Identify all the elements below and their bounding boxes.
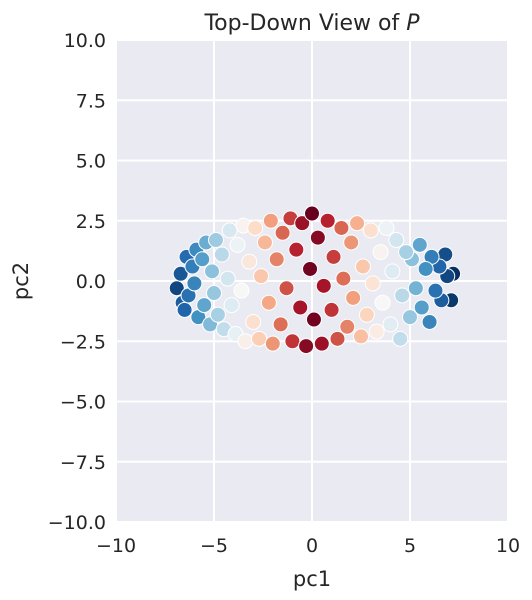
- y-tick-label: −5.0: [60, 392, 106, 414]
- scatter-point-73: [335, 270, 352, 287]
- y-tick-label: 2.5: [76, 211, 106, 233]
- scatter-point-61: [354, 258, 371, 275]
- scatter-point-74: [274, 224, 291, 241]
- scatter-point-63: [256, 234, 273, 251]
- scatter-point-70: [268, 251, 285, 268]
- scatter-point-5: [172, 265, 189, 282]
- scatter-point-71: [339, 318, 356, 335]
- scatter-point-30: [402, 309, 418, 326]
- scatter-point-88: [298, 338, 315, 355]
- scatter-point-84: [292, 299, 309, 316]
- scatter-point-56: [362, 222, 379, 239]
- y-tick-label: 5.0: [76, 151, 106, 173]
- scatter-point-33: [398, 244, 415, 261]
- scatter-point-58: [358, 306, 375, 323]
- scatter-point-38: [219, 270, 236, 287]
- scatter-point-40: [221, 222, 238, 239]
- scatter-point-31: [207, 232, 224, 249]
- scatter-point-37: [392, 330, 409, 347]
- y-tick-label: −10.0: [48, 512, 106, 534]
- scatter-point-46: [378, 219, 395, 236]
- scatter-point-53: [241, 253, 258, 270]
- scatter-point-19: [417, 260, 434, 277]
- y-tick-label: −7.5: [60, 452, 106, 474]
- scatter-point-12: [427, 282, 444, 299]
- scatter-point-39: [388, 232, 405, 249]
- y-tick-label: 10.0: [64, 30, 106, 52]
- scatter-point-32: [209, 306, 226, 323]
- scatter-point-62: [353, 328, 369, 345]
- x-axis-label: pc1: [293, 567, 331, 591]
- scatter-point-67: [345, 289, 362, 306]
- scatter-point-51: [237, 333, 254, 350]
- scatter-point-25: [407, 280, 424, 297]
- scatter-point-89: [309, 229, 326, 246]
- scatter-point-75: [333, 219, 350, 236]
- x-tick-label: −5: [200, 535, 228, 557]
- scatter-point-66: [262, 212, 279, 229]
- scatter-points: [168, 205, 462, 355]
- scatter-point-45: [229, 236, 246, 253]
- scatter-point-85: [315, 277, 332, 294]
- y-tick-label: 0.0: [76, 271, 106, 293]
- scatter-point-69: [343, 234, 360, 251]
- scatter-point-34: [213, 246, 230, 263]
- scatter-point-42: [384, 263, 401, 280]
- scatter-point-48: [374, 294, 391, 311]
- scatter-point-15: [186, 275, 203, 292]
- scatter-point-21: [413, 299, 430, 316]
- scatter-point-77: [329, 330, 346, 347]
- scatter-point-86: [294, 215, 311, 232]
- scatter-point-20: [194, 251, 211, 268]
- scatter-point-29: [206, 285, 222, 302]
- scatter-point-76: [278, 280, 295, 297]
- x-tick-labels: −10 −5 0 5 10: [96, 535, 520, 557]
- scatter-point-35: [394, 287, 411, 304]
- scatter-point-64: [349, 215, 366, 232]
- y-tick-labels: −10.0 −7.5 −5.0 −2.5 0.0 2.5 5.0 7.5 10.0: [48, 30, 106, 534]
- scatter-point-81: [323, 301, 340, 318]
- scatter-point-47: [233, 282, 250, 299]
- y-tick-label: −2.5: [60, 331, 106, 353]
- x-tick-label: 5: [404, 535, 416, 557]
- scatter-point-91: [305, 311, 322, 328]
- scatter-point-8: [176, 301, 193, 318]
- scatter-point-82: [288, 241, 305, 258]
- scatter-point-41: [223, 297, 240, 314]
- x-tick-label: 0: [306, 535, 318, 557]
- scatter-point-92: [304, 205, 320, 222]
- y-tick-label: 7.5: [76, 90, 106, 112]
- chart-title-main: Top-Down View of: [203, 11, 406, 36]
- y-axis-label: pc2: [9, 262, 33, 300]
- scatter-point-83: [319, 212, 336, 229]
- scatter-point-72: [272, 316, 289, 333]
- scatter-point-23: [411, 236, 428, 253]
- scatter-point-52: [368, 323, 385, 340]
- scatter-point-60: [253, 268, 270, 285]
- scatter-point-16: [421, 313, 438, 330]
- scatter-point-87: [313, 335, 330, 352]
- scatter-point-57: [247, 219, 264, 236]
- scatter-point-68: [264, 335, 281, 352]
- scatter-point-65: [260, 294, 277, 311]
- chart-title: Top-Down View of P: [203, 11, 420, 36]
- x-tick-label: −10: [96, 535, 136, 557]
- scatter-point-43: [382, 316, 399, 333]
- scatter-point-59: [251, 330, 268, 347]
- scatter-point-27: [204, 263, 221, 280]
- scatter-point-55: [245, 313, 262, 330]
- scatter-point-54: [364, 275, 381, 292]
- scatter-point-90: [302, 260, 319, 277]
- scatter-point-50: [372, 244, 389, 261]
- scatter-point-79: [325, 248, 342, 265]
- x-tick-label: 10: [496, 535, 520, 557]
- scatter-point-22: [196, 297, 213, 314]
- scatter-point-80: [284, 333, 301, 350]
- chart-title-variable: P: [406, 11, 420, 36]
